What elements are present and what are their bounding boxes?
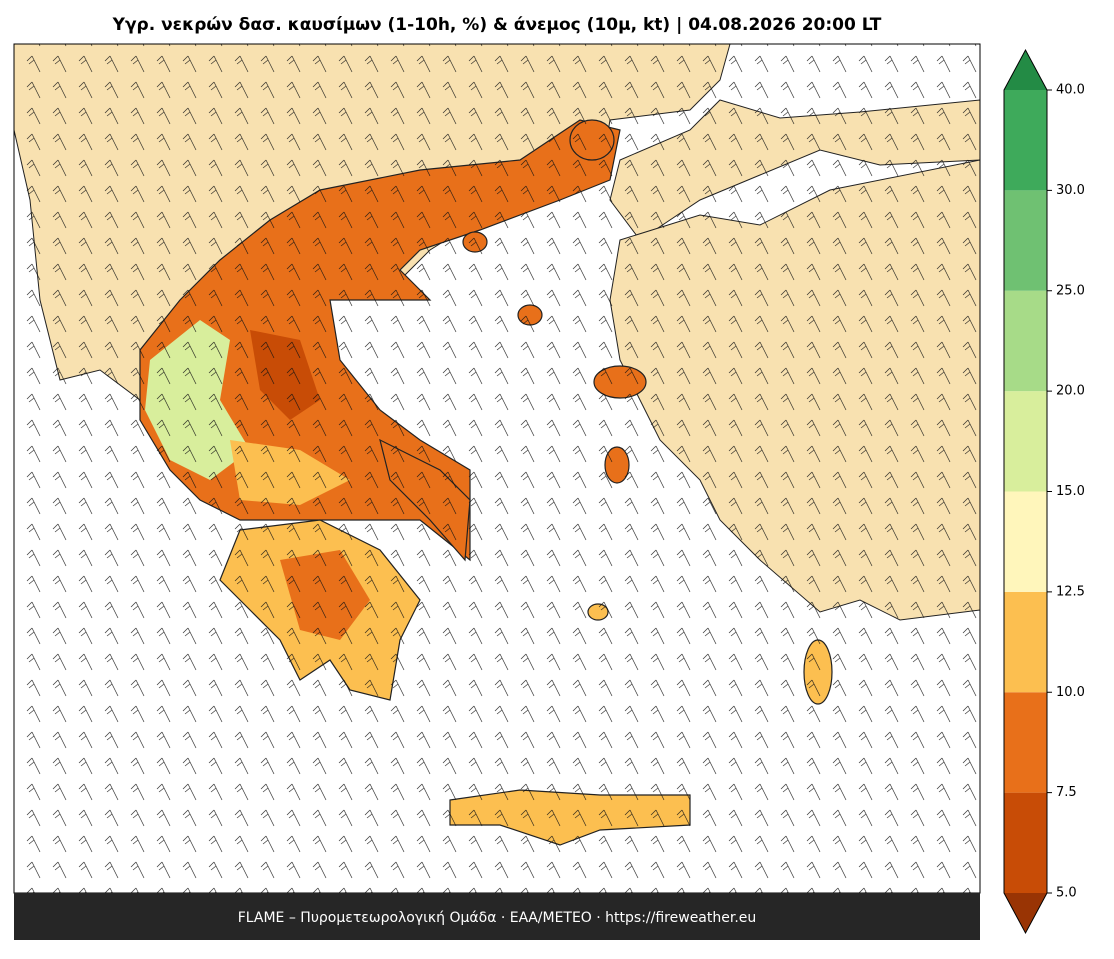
colorbar-segment	[1004, 792, 1047, 893]
colorbar-tick-label: 40.0	[1056, 83, 1085, 98]
title: Υγρ. νεκρών δασ. καυσίμων (1-10h, %) & ά…	[112, 15, 882, 35]
colorbar-tick-label: 5.0	[1056, 886, 1077, 901]
colorbar-segment	[1004, 391, 1047, 492]
colorbar-tick-label: 20.0	[1056, 384, 1085, 399]
colorbar-tick-label: 25.0	[1056, 283, 1085, 298]
colorbar-segment	[1004, 591, 1047, 693]
colorbar-segment	[1004, 692, 1047, 793]
colorbar-over	[1004, 50, 1047, 90]
colorbar-under	[1004, 893, 1047, 933]
colorbar-tick-label: 10.0	[1056, 685, 1085, 700]
map	[14, 44, 980, 893]
colorbar-segment	[1004, 290, 1047, 392]
wind-barbs	[14, 44, 980, 893]
colorbar-tick-label: 30.0	[1056, 183, 1085, 198]
colorbar: 5.0 7.5 10.0 12.5 15.0 20.0 25.0 30.0 40.0	[1003, 48, 1085, 935]
footer-bar	[14, 893, 980, 940]
colorbar-tick-label: 15.0	[1056, 484, 1085, 499]
footer-text: FLAME – Πυρομετεωρολογική Ομάδα · ΕΑΑ/ME…	[238, 910, 757, 926]
colorbar-tick-label: 12.5	[1056, 584, 1085, 599]
colorbar-segment	[1004, 491, 1047, 592]
colorbar-segment	[1004, 90, 1047, 191]
colorbar-segment	[1004, 190, 1047, 291]
colorbar-tick-label: 7.5	[1056, 785, 1077, 800]
